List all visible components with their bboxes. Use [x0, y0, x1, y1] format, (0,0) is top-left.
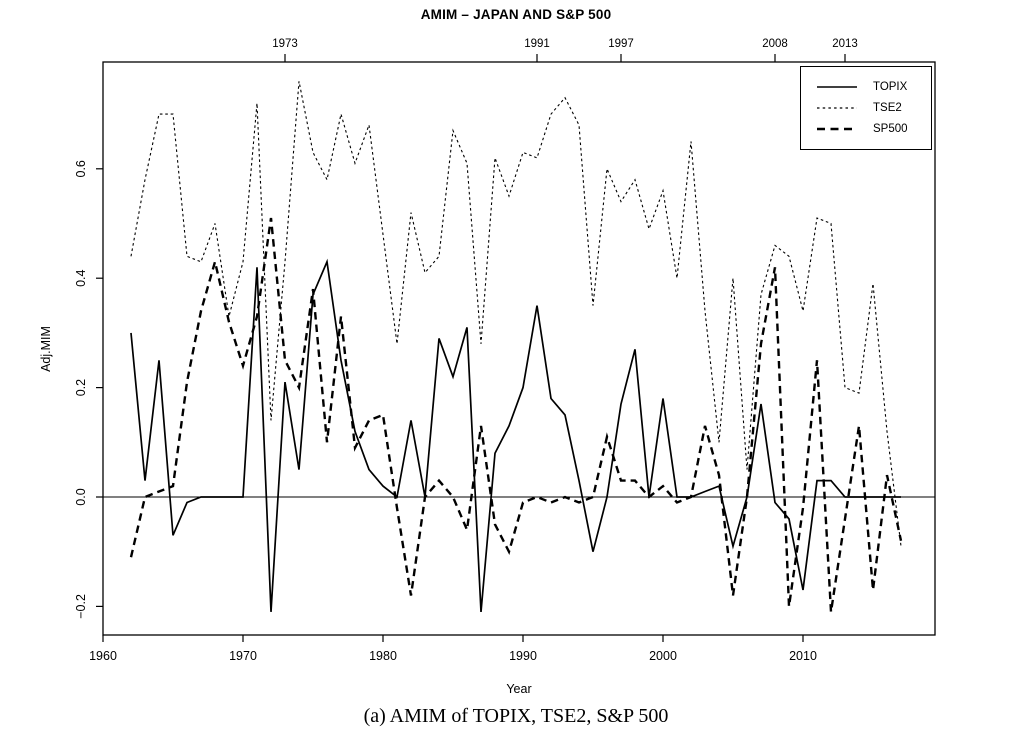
- x-top-tick-label: 2013: [832, 38, 858, 50]
- x-axis-title: Year: [506, 682, 532, 696]
- dashed-line-icon: [817, 127, 857, 131]
- x-top-tick-label: 1991: [524, 38, 550, 50]
- legend-box: TOPIX TSE2 SP500: [800, 66, 932, 150]
- series-line-TOPIX: [130, 258, 901, 612]
- x-axis-bottom: 1960 1970 1980 1990 2000 2010: [89, 635, 817, 663]
- x-top-tick-label: 1973: [272, 38, 298, 50]
- y-tick-label: −0.2: [74, 594, 88, 619]
- y-tick-label: 0.2: [74, 379, 88, 396]
- x-tick-label: 2010: [789, 649, 817, 663]
- y-axis-title: Adj.MIM: [39, 326, 53, 372]
- chart-title: AMIM – JAPAN AND S&P 500: [420, 7, 612, 22]
- y-axis: −0.2 0.0 0.2 0.4 0.6: [74, 160, 103, 619]
- x-top-tick-label: 1997: [608, 38, 634, 50]
- y-tick-label: 0.0: [74, 488, 88, 505]
- legend-item-sp500: SP500: [814, 122, 931, 136]
- plot-box: [102, 61, 936, 636]
- legend-label-tse2: TSE2: [873, 102, 902, 114]
- solid-line-icon: [817, 86, 857, 88]
- x-tick-label: 1970: [229, 649, 257, 663]
- figure-caption: (a) AMIM of TOPIX, TSE2, S&P 500: [363, 705, 669, 727]
- x-tick-label: 1960: [89, 649, 117, 663]
- x-tick-label: 2000: [649, 649, 677, 663]
- legend-item-tse2: TSE2: [814, 101, 931, 115]
- y-tick-label: 0.4: [74, 269, 88, 286]
- x-tick-label: 1980: [369, 649, 397, 663]
- legend-label-topix: TOPIX: [873, 81, 908, 93]
- dotted-line-icon: [817, 107, 857, 109]
- y-tick-label: 0.6: [74, 160, 88, 177]
- x-tick-label: 1990: [509, 649, 537, 663]
- series-line-TSE2: [130, 81, 902, 547]
- legend-label-sp500: SP500: [873, 123, 908, 135]
- legend-item-topix: TOPIX: [814, 80, 931, 94]
- series-line-SP500: [129, 217, 903, 613]
- x-top-tick-label: 2008: [762, 38, 788, 50]
- x-axis-top: 1973 1991 1997 2008 2013: [272, 38, 858, 62]
